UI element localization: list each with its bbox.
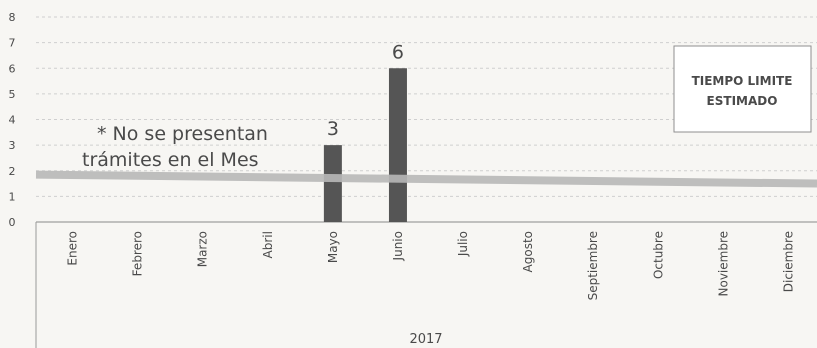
legend-box [673,45,812,133]
x-tick-label: Junio [391,231,405,261]
y-tick-label: 5 [9,88,16,101]
y-tick-label: 8 [9,11,16,24]
y-tick-label: 7 [9,37,16,50]
y-tick-label: 1 [9,190,16,203]
x-tick-label: Marzo [196,231,210,267]
bar-data-label: 3 [327,118,339,140]
legend-label-line-1: TIEMPO LIMITE [692,74,793,88]
x-tick-label: Noviembre [716,231,730,297]
y-tick-label: 0 [9,216,16,229]
x-tick-label: Abril [261,231,275,258]
y-axis-ticks: 0 1 2 3 4 5 6 7 8 [9,11,16,229]
bars [323,68,407,222]
x-tick-label: Octubre [651,231,665,279]
x-tick-label: Febrero [131,231,145,276]
reference-line [35,170,817,188]
y-tick-label: 3 [9,139,16,152]
reference-line-stroke [35,170,817,188]
x-axis-group-label: 2017 [409,332,442,347]
x-tick-label: Enero [66,231,80,266]
y-tick-label: 6 [9,62,16,75]
y-tick-label: 4 [9,114,16,127]
x-tick-label: Agosto [521,231,535,272]
x-tick-label: Septiembre [586,231,600,300]
x-axis-ticks: Enero Febrero Marzo Abril Mayo Junio Julio Agos… [66,231,796,300]
bar [388,68,407,222]
bar [323,145,342,222]
annotation-line-1: * No se presentan [97,123,268,145]
bar-data-label: 6 [392,41,404,63]
x-tick-label: Diciembre [781,231,795,292]
x-tick-label: Julio [456,231,470,257]
legend-label-line-2: ESTIMADO [707,94,778,108]
annotation-line-2: trámites en el Mes [82,149,259,171]
bar-data-labels: 36 [327,41,404,140]
x-tick-label: Mayo [326,231,340,263]
y-tick-label: 2 [9,165,16,178]
